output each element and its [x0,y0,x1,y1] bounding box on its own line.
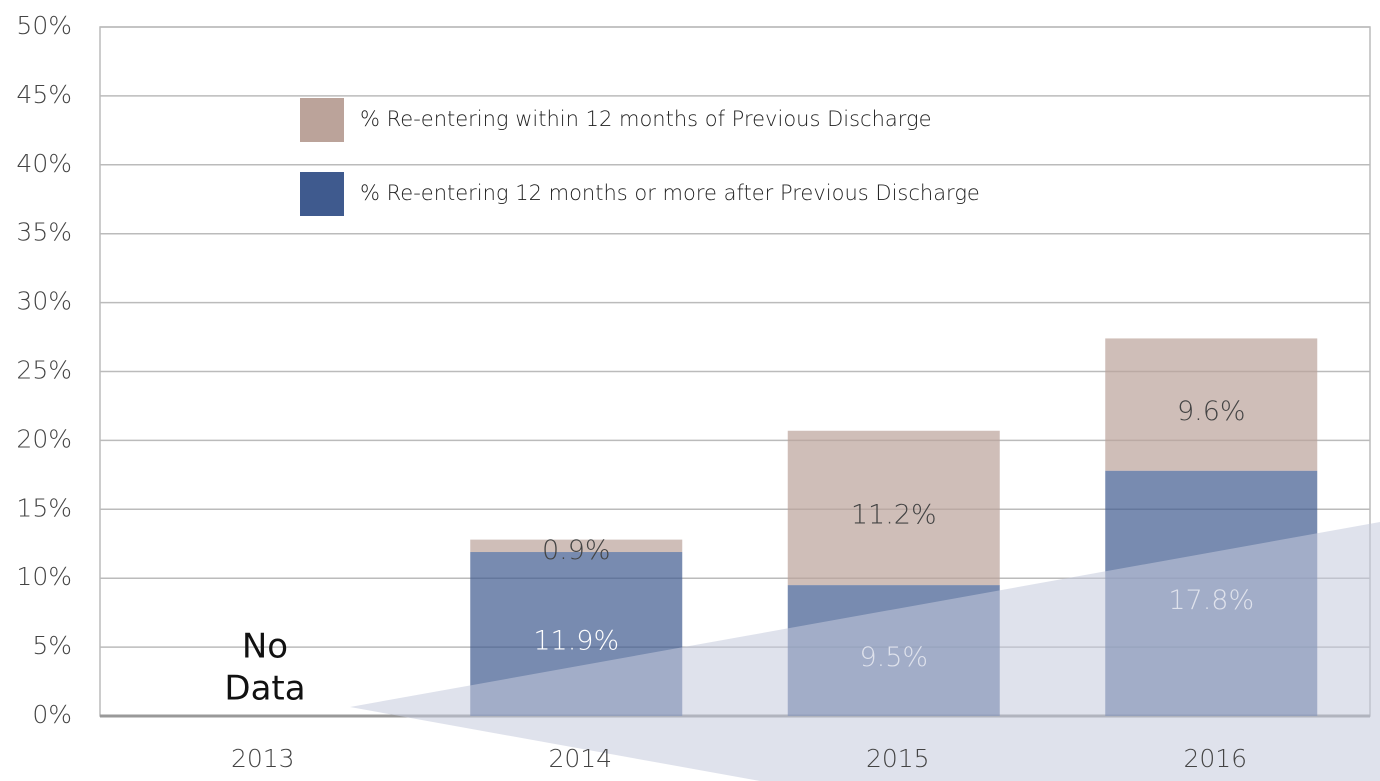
data-label: 9.6% [1177,396,1246,427]
y-tick-label: 25% [16,356,72,385]
bar-segment [1105,338,1318,471]
legend-swatch [300,98,344,142]
x-tick-label: 2014 [548,744,612,773]
data-label: 0.9% [542,535,611,566]
decor-shape [350,522,1380,781]
legend-label: % Re-entering within 12 months of Previo… [360,107,932,131]
y-tick-label: 50% [16,11,72,40]
y-tick-label: 45% [16,80,72,109]
y-tick-label: 30% [16,287,72,316]
x-tick-label: 2015 [866,744,930,773]
y-tick-label: 0% [32,700,72,729]
y-tick-label: 15% [16,493,72,522]
legend-label: % Re-entering 12 months or more after Pr… [360,181,980,205]
data-label: 11.2% [851,499,937,530]
x-tick-label: 2013 [231,744,295,773]
y-tick-label: 10% [16,562,72,591]
y-tick-label: 40% [16,149,72,178]
data-label: 11.9% [533,626,619,657]
annotation: No [242,627,288,667]
x-tick-label: 2016 [1183,744,1247,773]
bar-segment [470,539,683,553]
y-tick-label: 35% [16,218,72,247]
bar-segment [787,430,1000,586]
y-tick-label: 20% [16,424,72,453]
y-tick-label: 5% [32,631,72,660]
annotation: Data [224,669,305,709]
legend-swatch [300,172,344,216]
